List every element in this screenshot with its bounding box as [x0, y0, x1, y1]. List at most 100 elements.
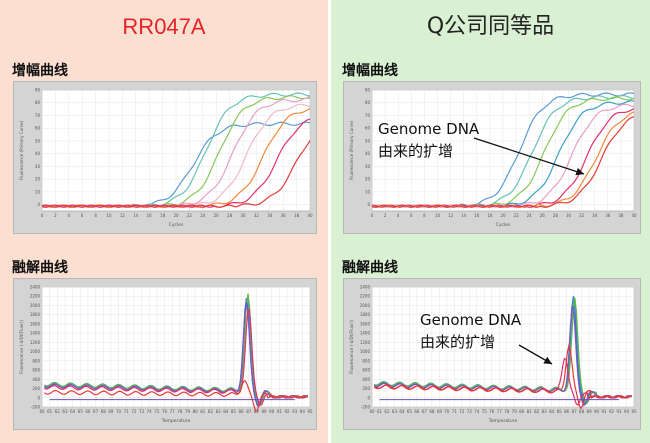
y-axis-label: Fluorescence (-d/Dt(Fluor)): [19, 320, 24, 374]
y-tick-label: 0: [37, 395, 40, 400]
x-tick-label: 69: [437, 409, 443, 414]
x-tick-label: 0: [371, 213, 374, 218]
y-tick-label: 10: [35, 189, 41, 194]
amplification-label-right: 增幅曲线: [342, 63, 398, 79]
x-tick-label: 94: [624, 409, 630, 414]
x-tick-label: 74: [147, 409, 153, 414]
x-tick-label: 63: [392, 409, 398, 414]
genome-dna-annotation-amplification: Genome DNA 由来的扩增: [378, 118, 479, 162]
x-tick-label: 74: [474, 409, 480, 414]
y-tick-label: 70: [35, 113, 41, 118]
annotation-line-1: Genome DNA: [378, 120, 480, 138]
x-tick-label: 82: [534, 409, 540, 414]
x-tick-label: 83: [542, 409, 548, 414]
x-axis-label: Temperature: [488, 418, 518, 424]
x-tick-label: 34: [592, 213, 598, 218]
annotation-line-1: Genome DNA: [420, 311, 522, 329]
series-line: [43, 379, 308, 412]
x-tick-label: 12: [448, 213, 454, 218]
y-tick-label: 1800: [360, 312, 371, 317]
x-tick-label: 93: [292, 409, 298, 414]
y-tick-label: 50: [35, 138, 41, 143]
x-tick-label: 66: [85, 409, 91, 414]
x-axis-label: Cycles: [169, 222, 184, 228]
x-tick-label: 78: [504, 409, 510, 414]
x-tick-label: 86: [564, 409, 570, 414]
x-tick-label: 86: [239, 409, 245, 414]
x-tick-label: 85: [231, 409, 237, 414]
panel-q-company: Q公司同等品 增幅曲线 0 10 20 30 40 50 60 70 80 90 0 2 4 6 8 10 12…: [331, 0, 650, 443]
y-tick-label: 1600: [30, 321, 41, 326]
y-tick-label: 60: [365, 126, 371, 131]
x-tick-label: 26: [540, 213, 546, 218]
y-tick-label: 60: [35, 126, 41, 131]
x-tick-label: 82: [208, 409, 214, 414]
x-tick-label: 30: [566, 213, 572, 218]
melting-plot-right: -200 0 200 400 600 800 1000 1200 1400 1600 1800 200…: [343, 278, 641, 430]
x-tick-label: 8: [423, 213, 426, 218]
y-tick-label: 1400: [360, 331, 371, 336]
x-tick-label: 90: [269, 409, 275, 414]
x-tick-label: 24: [200, 213, 206, 218]
amplification-label-left: 增幅曲线: [12, 63, 68, 79]
x-tick-label: 10: [106, 213, 112, 218]
y-tick-label: 2000: [360, 303, 371, 308]
y-tick-label: 600: [32, 368, 40, 373]
y-tick-label: 1800: [30, 312, 41, 317]
x-tick-label: 14: [461, 213, 467, 218]
x-tick-label: 75: [154, 409, 160, 414]
x-tick-label: 22: [514, 213, 520, 218]
x-tick-label: 32: [254, 213, 260, 218]
y-tick-label: 10: [365, 189, 371, 194]
x-tick-label: 2: [384, 213, 387, 218]
y-tick-label: 40: [35, 151, 41, 156]
x-tick-label: 81: [200, 409, 206, 414]
melting-chart-right: -200 0 200 400 600 800 1000 1200 1400 1600 1800 200…: [349, 285, 637, 425]
y-tick-label: 80: [35, 100, 41, 105]
amplification-plot-left: 0 10 20 30 40 50 60 70 80 90 0 2 4 6 8 10 12 14 16 18 20 22 24…: [13, 81, 317, 234]
x-tick-label: 36: [281, 213, 287, 218]
x-tick-label: 69: [108, 409, 114, 414]
x-tick-label: 72: [131, 409, 137, 414]
y-tick-label: 800: [362, 358, 370, 363]
x-tick-label: 85: [557, 409, 563, 414]
y-tick-label: 2200: [30, 294, 41, 299]
y-tick-label: 20: [35, 177, 41, 182]
x-tick-label: 78: [177, 409, 183, 414]
x-tick-label: 62: [55, 409, 61, 414]
x-tick-label: 70: [116, 409, 122, 414]
x-tick-label: 93: [616, 409, 622, 414]
series-line: [41, 140, 311, 208]
x-tick-label: 72: [459, 409, 465, 414]
x-tick-label: 89: [262, 409, 268, 414]
y-tick-label: 2400: [30, 285, 41, 290]
x-tick-label: 66: [414, 409, 420, 414]
x-tick-label: 8: [94, 213, 97, 218]
x-tick-label: 67: [422, 409, 428, 414]
x-tick-label: 6: [410, 213, 413, 218]
y-tick-label: 0: [37, 202, 40, 207]
y-tick-label: 400: [362, 377, 370, 382]
x-tick-label: 18: [487, 213, 493, 218]
x-tick-label: 38: [294, 213, 300, 218]
y-tick-label: 1600: [360, 321, 371, 326]
melting-label-left: 融解曲线: [12, 260, 68, 276]
x-tick-label: 77: [170, 409, 176, 414]
x-tick-label: 89: [587, 409, 593, 414]
y-tick-label: 2000: [30, 303, 41, 308]
x-tick-label: 4: [397, 213, 400, 218]
x-tick-label: 77: [497, 409, 503, 414]
x-tick-label: 12: [120, 213, 126, 218]
x-axis-label: Temperature: [161, 418, 191, 424]
y-tick-label: 2400: [360, 285, 371, 290]
x-tick-label: 60: [39, 409, 45, 414]
x-tick-label: 28: [553, 213, 559, 218]
series-line: [44, 293, 308, 406]
x-tick-label: 60: [369, 409, 375, 414]
series-line: [44, 302, 308, 408]
x-tick-label: 2: [54, 213, 57, 218]
genome-dna-annotation-melting: Genome DNA 由来的扩增: [420, 309, 521, 353]
x-tick-label: 79: [185, 409, 191, 414]
